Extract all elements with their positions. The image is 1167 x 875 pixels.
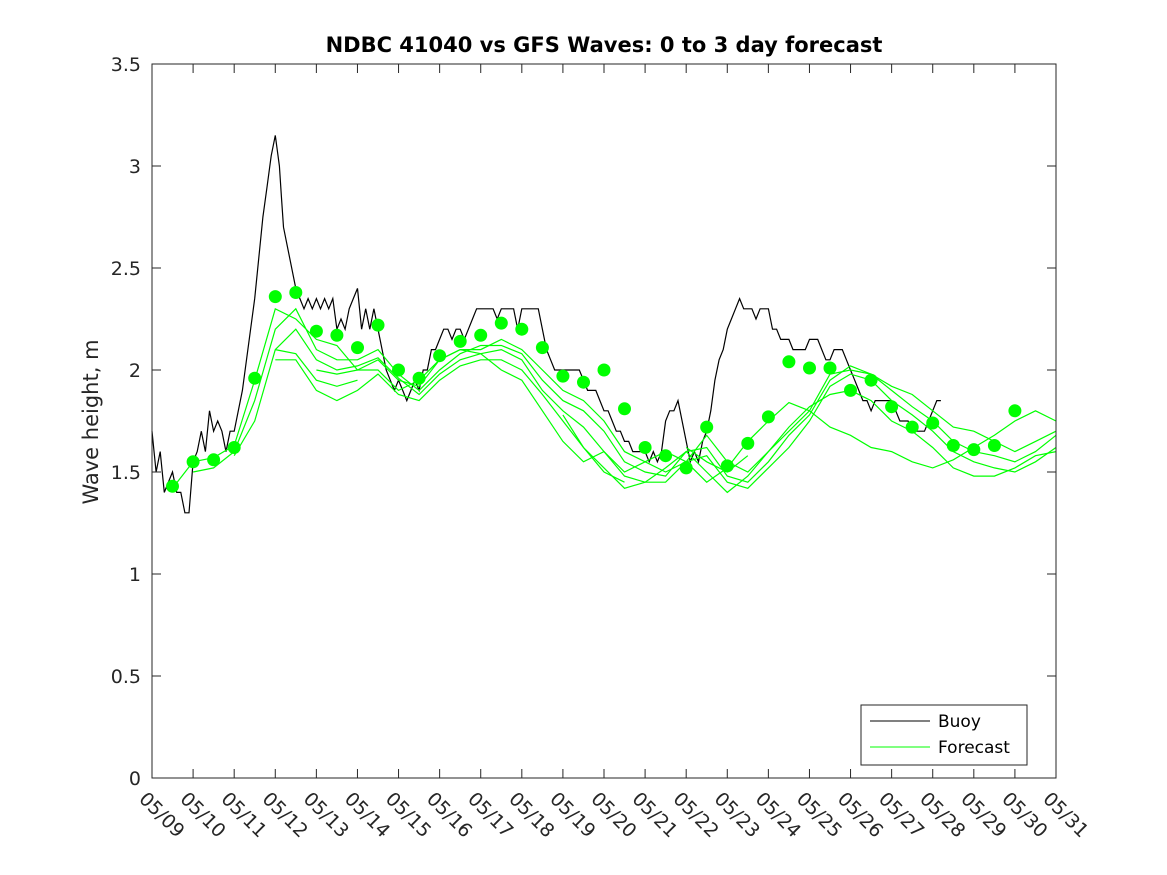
y-tick-label: 2.5 — [111, 258, 141, 280]
x-tick-label: 05/28 — [915, 788, 969, 842]
forecast-point — [392, 363, 405, 377]
x-tick-label: 05/11 — [217, 788, 271, 842]
chart-title: NDBC 41040 vs GFS Waves: 0 to 3 day fore… — [326, 33, 883, 57]
forecast-point — [844, 383, 857, 397]
y-tick-label: 1.5 — [111, 462, 141, 484]
x-tick-label: 05/16 — [422, 788, 476, 842]
forecast-point — [967, 443, 981, 457]
x-tick-label: 05/14 — [340, 788, 394, 842]
y-tick-label: 0 — [129, 768, 141, 790]
forecast-point — [864, 373, 878, 387]
forecast-line — [275, 349, 358, 387]
forecast-point — [227, 441, 241, 454]
x-tick-label: 05/13 — [299, 788, 353, 842]
forecast-point — [515, 322, 529, 336]
forecast-line — [275, 359, 1057, 494]
forecast-point — [803, 361, 816, 375]
forecast-point — [679, 461, 693, 475]
forecast-point — [618, 402, 631, 416]
forecast-point — [577, 375, 590, 389]
x-tick-label: 05/21 — [628, 788, 682, 842]
forecast-point — [741, 436, 755, 450]
x-tick-label: 05/17 — [463, 788, 517, 842]
legend-buoy-label: Buoy — [938, 712, 981, 732]
y-axis-label: Wave height, m — [79, 339, 103, 504]
forecast-point — [823, 361, 837, 375]
y-tick-label: 0.5 — [111, 666, 141, 688]
forecast-point — [885, 400, 899, 414]
forecast-point — [330, 328, 344, 342]
forecast-point — [166, 479, 179, 493]
forecast-point — [946, 439, 960, 452]
forecast-point — [1008, 404, 1022, 418]
x-tick-label: 05/09 — [134, 788, 188, 842]
x-tick-label: 05/30 — [997, 788, 1051, 842]
y-tick-label: 3.5 — [111, 54, 141, 76]
forecast-point — [309, 324, 323, 338]
forecast-point — [987, 439, 1001, 452]
legend-forecast-label: Forecast — [938, 738, 1010, 758]
forecast-point — [289, 286, 303, 299]
forecast-point — [535, 341, 549, 355]
forecast-point — [720, 459, 734, 473]
forecast-point — [433, 349, 447, 363]
forecast-point — [351, 341, 364, 355]
forecast-point — [371, 318, 385, 332]
forecast-point — [412, 371, 426, 385]
forecast-line — [172, 307, 1057, 489]
x-tick-label: 05/12 — [258, 788, 312, 842]
x-tick-label: 05/20 — [586, 788, 640, 842]
x-tick-label: 05/29 — [956, 788, 1010, 842]
x-tick-label: 05/31 — [1038, 788, 1092, 842]
legend: Buoy Forecast — [860, 704, 1028, 766]
plot-series — [151, 135, 1057, 514]
legend-box — [860, 704, 1028, 766]
y-tick-label: 1 — [129, 564, 141, 586]
forecast-point — [905, 420, 919, 434]
x-tick-label: 05/25 — [792, 788, 846, 842]
x-tick-label: 05/15 — [381, 788, 435, 842]
x-tick-label: 05/10 — [176, 788, 230, 842]
x-tick-label: 05/22 — [669, 788, 723, 842]
forecast-point — [700, 420, 714, 434]
x-tick-label: 05/19 — [545, 788, 599, 842]
forecast-point — [453, 334, 467, 348]
y-tick-label: 2 — [129, 360, 141, 382]
forecast-line — [562, 414, 625, 483]
forecast-point — [597, 363, 611, 377]
forecast-line — [685, 447, 749, 473]
forecast-point — [782, 355, 796, 369]
x-tick-label: 05/23 — [710, 788, 764, 842]
forecast-point — [268, 290, 282, 304]
x-tick-label: 05/27 — [874, 788, 928, 842]
forecast-point — [761, 410, 775, 424]
x-tick-label: 05/18 — [504, 788, 558, 842]
forecast-point — [494, 316, 508, 330]
x-tick-label: 05/26 — [833, 788, 887, 842]
forecast-line — [192, 307, 1057, 483]
forecast-point — [556, 369, 570, 383]
y-tick-label: 3 — [129, 156, 141, 178]
forecast-point — [638, 441, 652, 454]
forecast-point — [659, 449, 673, 463]
forecast-point — [248, 371, 262, 385]
forecast-point — [474, 328, 488, 342]
forecast-point — [207, 453, 221, 467]
forecast-point — [926, 416, 940, 430]
x-tick-label: 05/24 — [751, 788, 805, 842]
forecast-point — [186, 455, 200, 469]
